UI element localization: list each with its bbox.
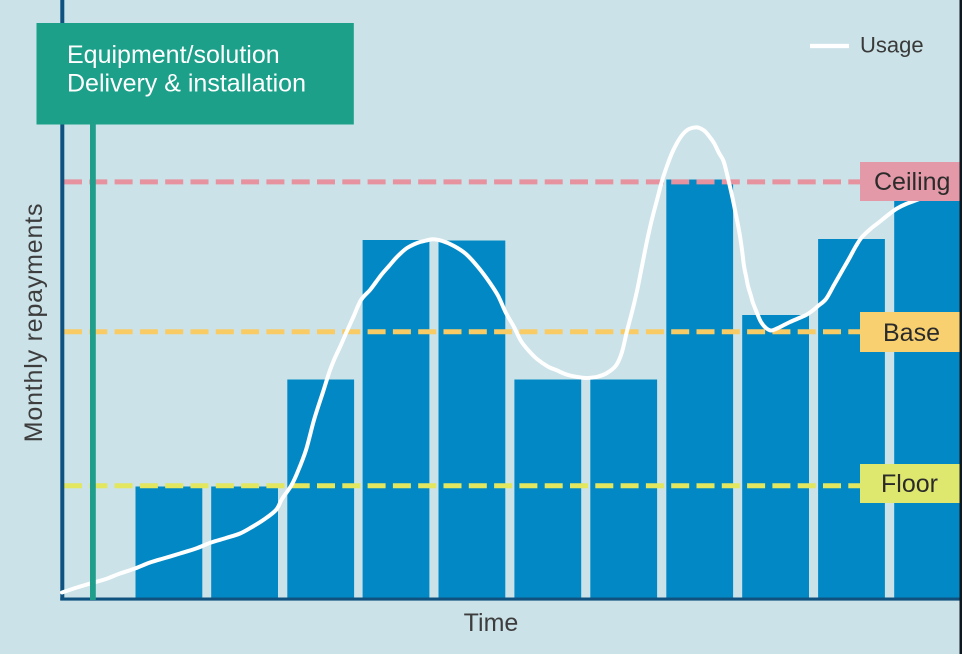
svg-text:Time: Time bbox=[464, 609, 519, 637]
svg-text:Floor: Floor bbox=[881, 470, 938, 498]
svg-text:Base: Base bbox=[883, 319, 940, 347]
svg-text:Monthly repayments: Monthly repayments bbox=[20, 203, 48, 443]
svg-text:Ceiling: Ceiling bbox=[874, 168, 950, 196]
svg-text:Delivery & installation: Delivery & installation bbox=[67, 70, 306, 98]
svg-text:Usage: Usage bbox=[860, 33, 924, 58]
svg-text:Equipment/solution: Equipment/solution bbox=[67, 41, 280, 69]
